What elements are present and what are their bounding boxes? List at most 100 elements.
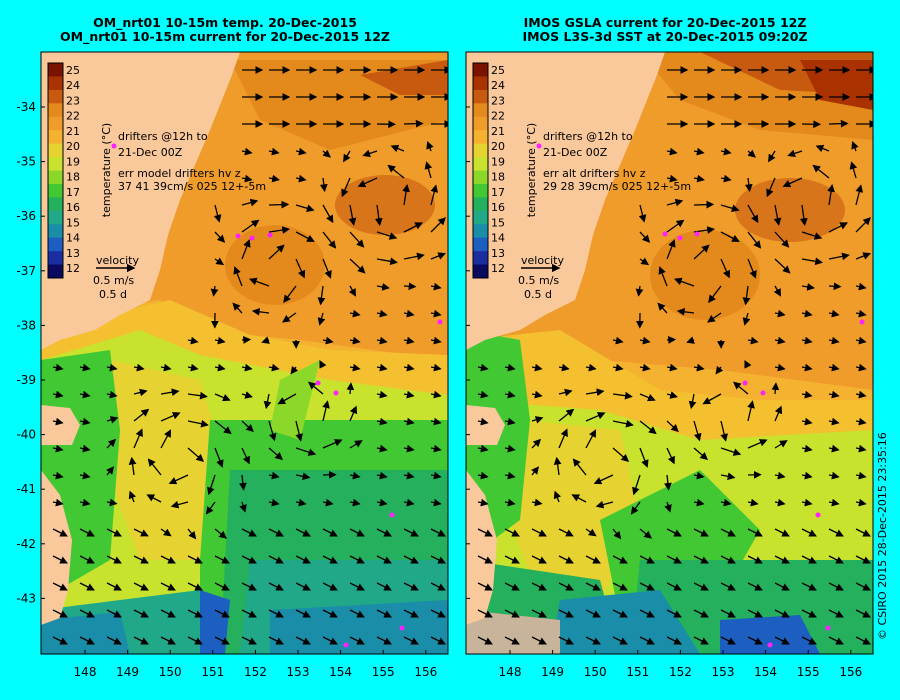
current-vector — [214, 447, 224, 468]
current-vector — [855, 336, 867, 345]
current-vector — [376, 363, 388, 372]
drifters-label: drifters @12h to — [543, 130, 633, 143]
current-vector — [403, 471, 415, 480]
colorbar-tick-label: 13 — [491, 247, 505, 260]
current-vector — [239, 501, 247, 513]
current-vector — [774, 636, 790, 645]
current-vector — [319, 359, 327, 369]
current-vector — [106, 363, 118, 372]
lon-tick-label: 155 — [797, 665, 820, 679]
current-vector — [79, 390, 91, 399]
current-vector — [295, 420, 303, 442]
current-vector — [430, 363, 442, 372]
current-vector — [52, 444, 64, 453]
current-vector — [106, 636, 122, 645]
current-vector — [295, 174, 307, 183]
current-vector — [106, 438, 117, 449]
current-vector — [639, 582, 655, 591]
colorbar-tick-label: 24 — [491, 79, 505, 92]
current-vector — [376, 390, 388, 399]
current-vector — [79, 417, 91, 426]
current-vector — [295, 498, 307, 507]
current-vector — [531, 555, 547, 564]
lat-tick-label: -40 — [16, 428, 36, 442]
current-vector — [558, 609, 574, 618]
current-vector — [133, 582, 149, 591]
current-vector — [346, 382, 355, 395]
current-vector — [572, 458, 587, 476]
current-vector — [747, 400, 755, 422]
current-vector — [855, 217, 871, 233]
colorbar-tick-label: 25 — [66, 64, 80, 77]
current-vector — [664, 474, 672, 491]
current-vector — [720, 174, 732, 183]
current-vector — [376, 231, 398, 240]
current-vector — [747, 439, 768, 449]
current-vector — [322, 636, 338, 645]
current-vector — [133, 388, 148, 397]
current-vector — [744, 359, 752, 369]
current-vector — [774, 405, 783, 422]
current-vector — [630, 501, 641, 515]
current-vector — [349, 258, 366, 274]
current-vector — [774, 528, 790, 537]
left-current-vectors — [52, 66, 448, 645]
current-vector — [855, 417, 867, 426]
current-vector — [477, 444, 489, 453]
lon-tick-label: 152 — [669, 665, 692, 679]
current-vector — [504, 609, 520, 618]
drifter-marker — [267, 232, 273, 238]
current-vector — [828, 222, 848, 233]
current-vector — [241, 420, 254, 433]
current-vector — [855, 252, 871, 260]
err-values: 29 28 39cm/s 025 12+-5m — [543, 180, 691, 193]
current-vector — [430, 217, 446, 233]
current-vector — [52, 498, 64, 507]
drifter-marker — [694, 231, 700, 237]
current-vector — [52, 609, 68, 618]
current-vector — [261, 336, 270, 344]
current-vector — [403, 309, 415, 318]
current-vector — [128, 490, 137, 503]
current-vector — [855, 184, 864, 206]
current-vector — [295, 472, 311, 481]
current-vector — [403, 390, 415, 399]
current-vector — [855, 555, 871, 564]
current-vector — [612, 528, 622, 540]
current-vector — [531, 582, 547, 591]
current-vector — [52, 582, 68, 591]
current-vector — [241, 555, 257, 564]
current-vector — [666, 582, 682, 591]
colorbar-swatch — [473, 76, 488, 91]
current-vector — [349, 555, 365, 564]
drifter-marker — [235, 233, 241, 239]
current-vector — [477, 528, 493, 537]
colorbar-tick-label: 23 — [66, 94, 80, 107]
current-vector — [742, 312, 751, 326]
current-vector — [733, 381, 749, 395]
current-vector — [295, 528, 311, 537]
current-vector — [774, 555, 790, 564]
current-vector — [747, 336, 759, 345]
colorbar-swatch — [473, 170, 488, 185]
current-vector — [828, 528, 844, 537]
current-vector — [849, 161, 858, 179]
current-vector — [430, 555, 446, 564]
current-vector — [715, 365, 724, 375]
current-vector — [666, 219, 685, 233]
current-vector — [801, 582, 817, 591]
current-vector — [855, 390, 867, 399]
current-vector — [268, 498, 280, 507]
current-vector — [585, 528, 597, 537]
current-vector — [812, 164, 830, 179]
current-vector — [322, 609, 338, 618]
current-vector — [317, 312, 326, 326]
current-vector — [403, 252, 425, 261]
current-vector — [430, 417, 442, 426]
current-vector — [828, 444, 840, 453]
current-vector — [639, 257, 650, 266]
current-vector — [782, 177, 803, 188]
current-vector — [322, 582, 338, 591]
current-vector — [376, 257, 398, 266]
current-vector — [666, 363, 678, 372]
